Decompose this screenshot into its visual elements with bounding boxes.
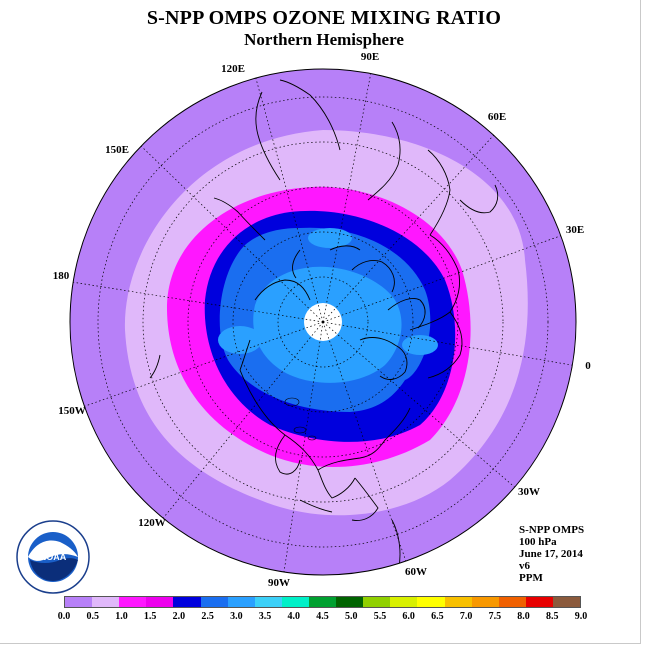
lon-label-150w: 150W <box>58 405 86 417</box>
colorbar-swatch <box>444 597 472 607</box>
colorbar-tick-label: 8.5 <box>546 611 559 622</box>
info-version: v6 <box>519 560 530 572</box>
colorbar-swatch <box>281 597 309 607</box>
colorbar-swatch <box>308 597 337 607</box>
colorbar-tick-label: 7.5 <box>488 611 502 622</box>
colorbar-tick-label: 3.5 <box>258 611 272 622</box>
colorbar-swatch <box>227 597 255 607</box>
lon-label-0: 0 <box>585 360 591 372</box>
colorbar-tick-label: 2.5 <box>201 611 214 622</box>
page-subtitle: Northern Hemisphere <box>244 30 404 49</box>
colorbar-swatch <box>119 597 147 607</box>
map-border <box>69 68 577 576</box>
lon-label-90e: 90E <box>361 51 379 63</box>
colorbar-swatch <box>471 597 499 607</box>
colorbar-swatch <box>498 597 526 607</box>
colorbar-swatch <box>146 597 174 607</box>
colorbar-tick-label: 0.0 <box>57 611 71 622</box>
colorbar-swatch <box>200 597 228 607</box>
lon-label-180: 180 <box>53 270 70 282</box>
colorbar-tick-label: 4.0 <box>287 611 301 622</box>
colorbar-tick-label: 7.0 <box>459 611 473 622</box>
info-date: June 17, 2014 <box>519 548 583 560</box>
colorbar-tick-label: 6.5 <box>431 611 444 622</box>
colorbar-tick-label: 0.5 <box>86 611 99 622</box>
noaa-logo: NOAA <box>16 520 90 594</box>
noaa-logo-text: NOAA <box>40 552 67 562</box>
colorbar-tick-label: 2.0 <box>172 611 186 622</box>
colorbar-swatch <box>65 597 93 607</box>
colorbar-swatch <box>525 597 553 607</box>
lon-label-60w: 60W <box>405 566 427 578</box>
coastlines <box>149 79 499 573</box>
colorbar-swatch <box>390 597 418 607</box>
info-instrument: S-NPP OMPS <box>519 524 585 536</box>
page-title: S-NPP OMPS OZONE MIXING RATIO <box>146 7 502 29</box>
colorbar-ticks: 0.0 0.5 1.0 1.5 2.0 2.5 3.0 3.5 4.0 4.5 5.0 5.5 6.0 6… <box>0 611 648 625</box>
info-level: 100 hPa <box>519 536 557 548</box>
lon-label-30w: 30W <box>518 486 540 498</box>
colorbar-tick-label: 9.0 <box>574 611 588 622</box>
colorbar-tick-label: 1.0 <box>115 611 128 622</box>
lon-label-90w: 90W <box>268 577 290 589</box>
lon-label-150e: 150E <box>105 144 129 156</box>
colorbar-tick-label: 5.5 <box>373 611 387 622</box>
colorbar-swatch <box>254 597 282 607</box>
lon-label-120e: 120E <box>221 63 245 75</box>
light-blue-patches <box>218 228 438 355</box>
colorbar-swatch <box>417 597 445 607</box>
lon-label-120w: 120W <box>138 517 166 529</box>
colorbar-swatch <box>173 597 201 607</box>
info-block: S-NPP OMPS 100 hPa June 17, 2014 v6 PPM <box>519 524 584 584</box>
lon-label-30e: 30E <box>566 224 584 236</box>
info-units: PPM <box>519 572 543 584</box>
colorbar-swatch <box>363 597 391 607</box>
lakes <box>284 397 317 441</box>
colorbar-tick-label: 5.0 <box>344 611 358 622</box>
colorbar <box>64 596 581 608</box>
colorbar-tick-label: 1.5 <box>143 611 157 622</box>
colorbar-tick-label: 8.0 <box>517 611 530 622</box>
graticule <box>71 69 576 575</box>
colorbar-swatch <box>336 597 364 607</box>
colorbar-tick-label: 6.0 <box>402 611 415 622</box>
colorbar-tick-label: 4.5 <box>316 611 329 622</box>
lon-label-60e: 60E <box>488 111 506 123</box>
colorbar-tick-label: 3.0 <box>230 611 243 622</box>
colorbar-swatch <box>552 597 581 607</box>
colorbar-swatch <box>92 597 120 607</box>
